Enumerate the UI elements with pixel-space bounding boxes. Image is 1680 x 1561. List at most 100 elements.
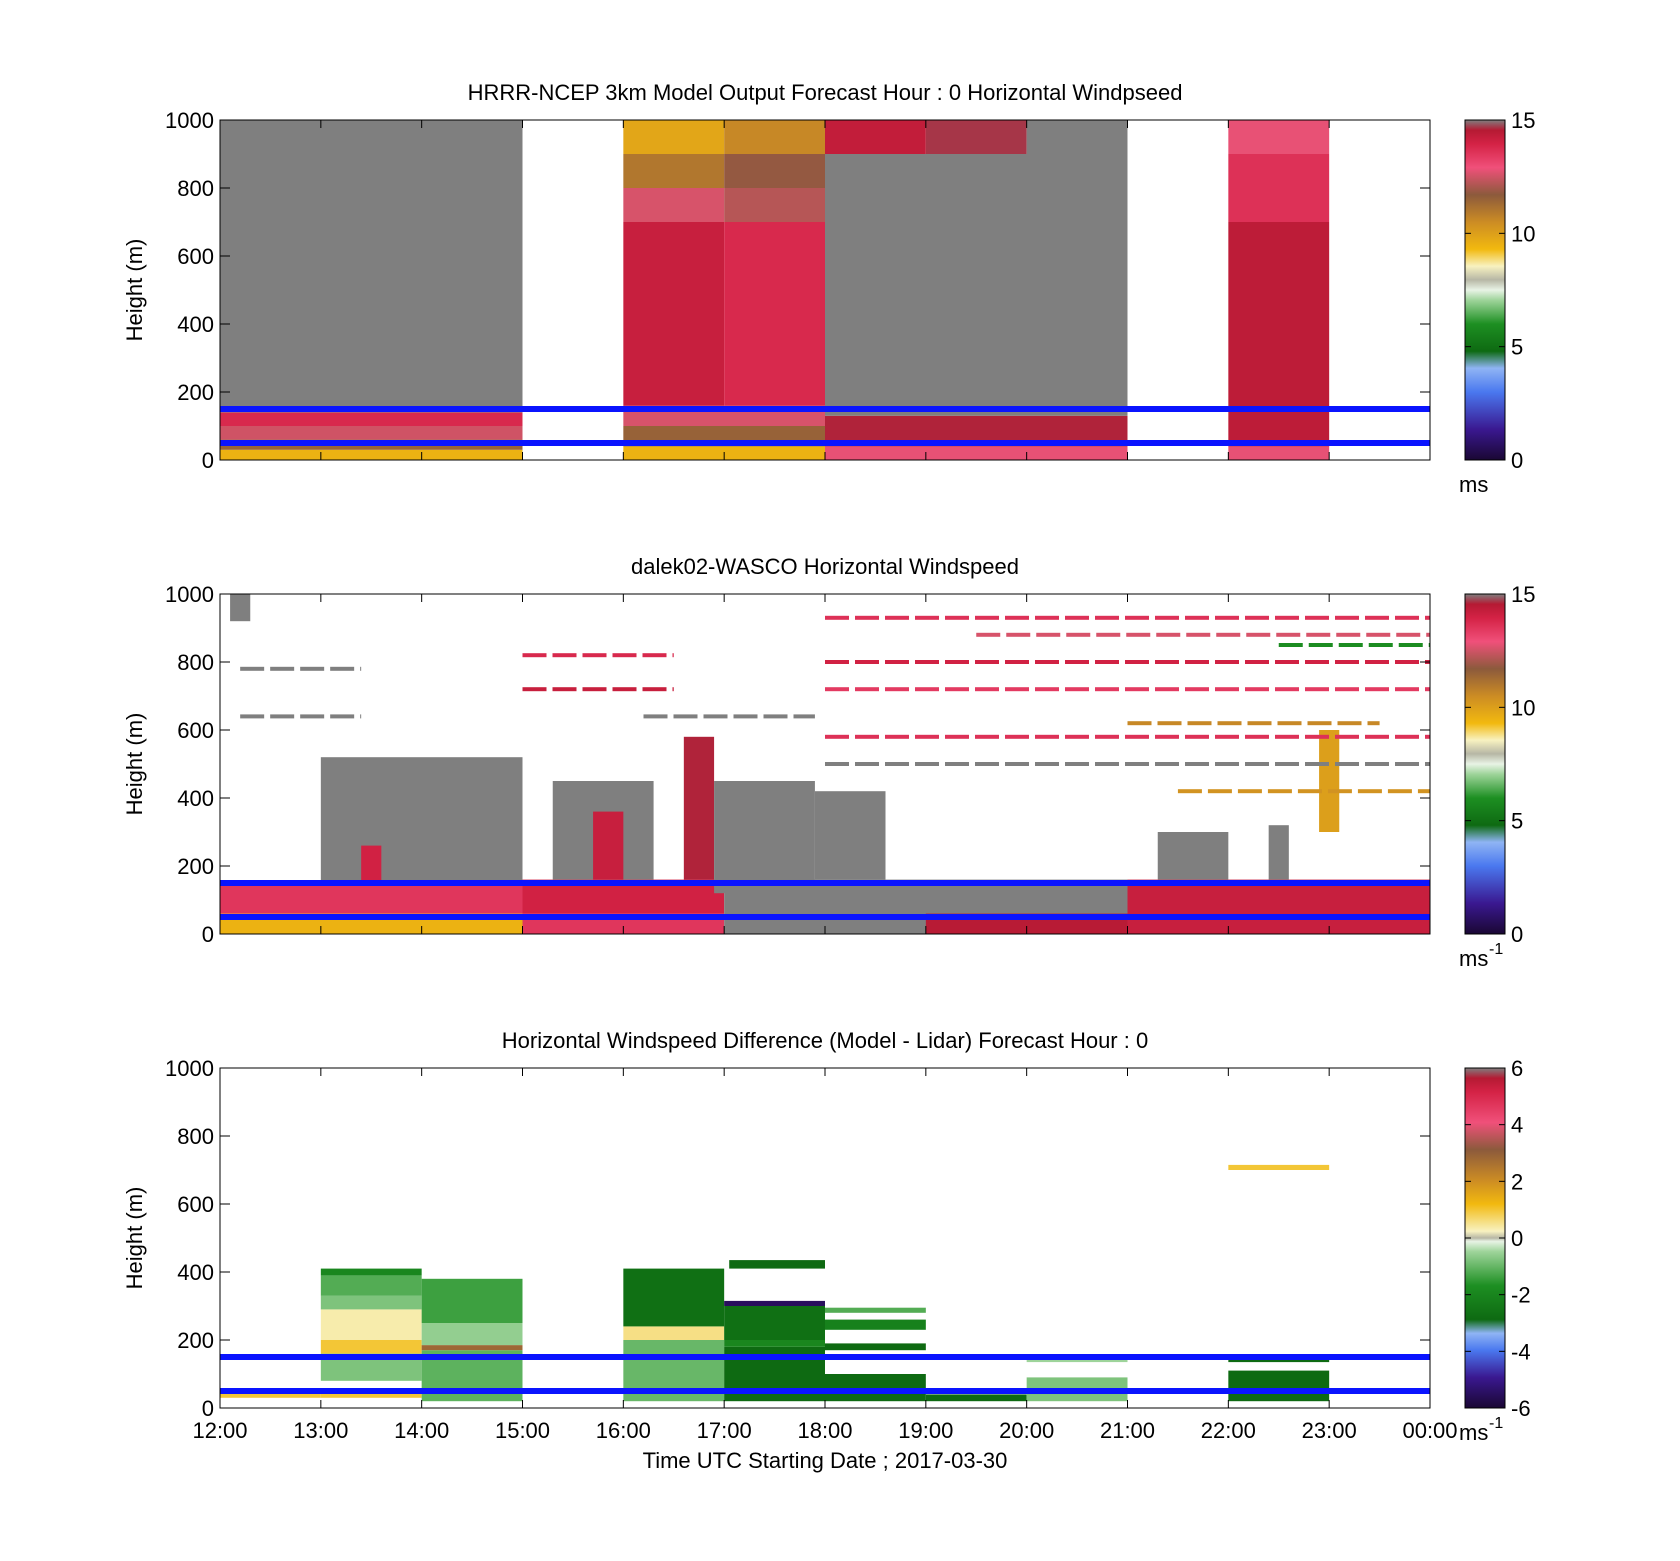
y-tick-label: 800 <box>177 1124 214 1149</box>
heatmap-streak <box>1297 789 1322 794</box>
heatmap-cell <box>724 154 825 188</box>
heatmap-streak <box>1185 687 1209 692</box>
heatmap-streak <box>612 687 637 692</box>
y-tick-label: 0 <box>202 448 214 473</box>
heatmap-cell <box>593 811 624 880</box>
heatmap-streak <box>1066 632 1091 637</box>
heatmap-streak <box>1275 734 1299 739</box>
x-tick-label: 20:00 <box>999 1418 1054 1443</box>
heatmap-streak <box>582 653 607 658</box>
heatmap-streak <box>703 714 728 719</box>
x-tick-label: 18:00 <box>797 1418 852 1443</box>
heatmap-streak <box>1398 643 1423 647</box>
heatmap-cell <box>714 781 815 894</box>
heatmap-streak <box>522 653 547 658</box>
heatmap-cell <box>683 736 715 880</box>
y-tick-label: 400 <box>177 1260 214 1285</box>
heatmap-streak <box>1126 632 1151 637</box>
heatmap-cell <box>825 1374 926 1402</box>
heatmap-cell <box>220 412 523 426</box>
heatmap-streak <box>1005 734 1029 739</box>
heatmap-streak <box>1095 660 1119 664</box>
heatmap-cell <box>1228 446 1330 460</box>
heatmap-cell <box>1157 832 1229 880</box>
heatmap-cell <box>220 449 523 460</box>
heatmap-streak <box>1155 615 1179 620</box>
heatmap-cell <box>623 222 725 406</box>
x-tick-label: 16:00 <box>596 1418 651 1443</box>
heatmap-cell <box>1268 825 1289 880</box>
heatmap-cell <box>724 222 825 406</box>
heatmap-streak <box>612 653 637 658</box>
colorbar-tick-label: 10 <box>1511 695 1535 720</box>
heatmap-streak <box>1335 615 1359 620</box>
heatmap-streak <box>642 653 667 658</box>
heatmap-cell <box>623 1326 725 1340</box>
colorbar-unit: ms <box>1459 472 1488 497</box>
heatmap-streak <box>1035 734 1059 739</box>
heatmap-streak <box>825 660 849 664</box>
y-tick-label: 400 <box>177 312 214 337</box>
y-tick-label: 1000 <box>165 108 214 133</box>
heatmap-streak <box>1216 632 1241 637</box>
heatmap-streak <box>522 687 547 692</box>
y-tick-label: 200 <box>177 1328 214 1353</box>
heatmap-streak <box>1215 762 1239 766</box>
heatmap-streak <box>733 714 758 719</box>
heatmap-cell <box>220 883 523 914</box>
heatmap-streak <box>885 615 909 620</box>
colorbar-gradient <box>1464 593 1506 935</box>
heatmap-streak <box>1278 643 1303 647</box>
heatmap-streak <box>1368 643 1393 647</box>
heatmap-streak <box>1217 721 1242 726</box>
heatmap-streak <box>1157 721 1182 726</box>
colorbar-tick-label: 5 <box>1511 809 1523 834</box>
heatmap-streak <box>1365 734 1389 739</box>
heatmap-streak <box>1365 762 1389 766</box>
heatmap-streak <box>1426 632 1430 637</box>
heatmap-streak <box>1127 721 1152 726</box>
chart-panel-3: 0 200 400 600 800 1000 12:00 13:00 14:00 15:00 16:… <box>122 1028 1531 1473</box>
heatmap-streak <box>1366 632 1391 637</box>
heatmap-streak <box>1096 632 1121 637</box>
heatmap-cell <box>320 1268 422 1276</box>
heatmap-streak <box>1305 687 1329 692</box>
heatmap-streak <box>1247 721 1272 726</box>
heatmap-streak <box>855 660 879 664</box>
y-tick-label: 200 <box>177 380 214 405</box>
heatmap-cell <box>1026 120 1128 154</box>
colorbar-tick-label: 4 <box>1511 1113 1523 1138</box>
heatmap-streak <box>1245 615 1269 620</box>
heatmap-cell <box>623 154 725 188</box>
heatmap-cell <box>724 1340 825 1347</box>
heatmap-streak <box>1155 660 1179 664</box>
heatmap-streak <box>1425 687 1430 692</box>
heatmap-streak <box>1327 789 1352 794</box>
heatmap-streak <box>825 762 849 766</box>
heatmap-cell <box>320 1295 422 1310</box>
heatmap-streak <box>1125 615 1149 620</box>
heatmap-streak <box>642 687 667 692</box>
heatmap-streak <box>360 714 362 719</box>
heatmap-streak <box>270 714 295 719</box>
heatmap-streak <box>1305 734 1329 739</box>
colorbar-tick-label: -4 <box>1511 1339 1531 1364</box>
heatmap-streak <box>885 734 909 739</box>
heatmap-cell <box>1228 120 1330 154</box>
heatmap-streak <box>1425 615 1430 620</box>
heatmap-streak <box>1035 762 1059 766</box>
colorbar-unit: ms <box>1459 1420 1488 1445</box>
heatmap-streak <box>885 660 909 664</box>
heatmap-cell <box>825 1307 926 1313</box>
heatmap-streak <box>552 653 577 658</box>
colorbar-tick-label: -6 <box>1511 1396 1531 1421</box>
heatmap-streak <box>945 660 969 664</box>
heatmap-streak <box>673 714 698 719</box>
heatmap-streak <box>1308 643 1333 647</box>
heatmap-cell <box>825 1343 926 1351</box>
heatmap-streak <box>1125 687 1149 692</box>
heatmap-cell <box>320 1275 422 1296</box>
heatmap-streak <box>945 734 969 739</box>
x-tick-label: 15:00 <box>495 1418 550 1443</box>
